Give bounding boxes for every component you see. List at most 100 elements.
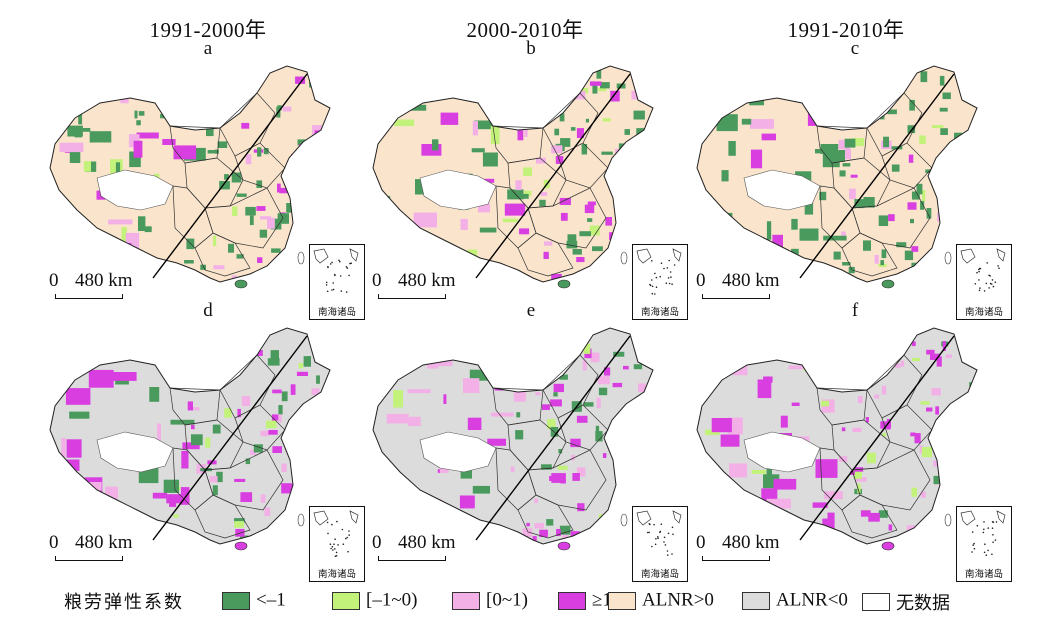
county-patch bbox=[882, 432, 887, 437]
taiwan-island bbox=[944, 251, 952, 265]
map-panel-b: b 0 480 km 南海诸岛 bbox=[368, 38, 688, 320]
county-patch bbox=[216, 471, 223, 483]
county-patch bbox=[633, 110, 645, 120]
county-patch bbox=[205, 437, 211, 448]
county-patch bbox=[267, 358, 280, 366]
county-patch bbox=[481, 359, 496, 363]
county-patch bbox=[482, 152, 498, 167]
county-patch bbox=[612, 382, 623, 388]
inset-label: 南海诸岛 bbox=[640, 569, 679, 580]
county-patch bbox=[583, 402, 594, 407]
county-patch bbox=[517, 130, 524, 141]
county-patch bbox=[502, 218, 518, 223]
county-patch bbox=[176, 372, 192, 376]
county-patch bbox=[157, 71, 180, 88]
county-patch bbox=[214, 114, 218, 125]
county-patch bbox=[857, 483, 861, 494]
county-patch bbox=[311, 457, 320, 462]
county-patch bbox=[940, 128, 948, 135]
county-patch bbox=[160, 95, 179, 102]
county-patch bbox=[300, 454, 310, 460]
county-patch bbox=[115, 162, 121, 176]
county-patch bbox=[788, 365, 811, 370]
scale-distance: 480 km bbox=[722, 270, 780, 291]
taiwan-island bbox=[297, 513, 305, 527]
county-patch bbox=[524, 128, 528, 137]
county-patch bbox=[916, 183, 923, 195]
county-patch bbox=[231, 172, 242, 183]
scale-bar: 0 480 km bbox=[49, 270, 159, 300]
county-patch bbox=[723, 513, 730, 520]
county-patch bbox=[842, 163, 851, 167]
county-patch bbox=[136, 132, 159, 139]
county-patch bbox=[186, 117, 191, 126]
taiwan-island bbox=[944, 513, 952, 527]
county-patch bbox=[942, 92, 951, 100]
county-patch bbox=[259, 216, 272, 220]
legend-item-lt-neg1: <–1 bbox=[222, 589, 286, 613]
county-patch bbox=[766, 498, 791, 509]
county-patch bbox=[931, 388, 941, 396]
county-patch bbox=[314, 217, 324, 229]
county-patch bbox=[297, 496, 310, 503]
map-panel-a: a 0 480 km 南海诸岛 bbox=[45, 38, 365, 320]
county-patch bbox=[878, 352, 890, 357]
county-patch bbox=[162, 139, 176, 145]
county-patch bbox=[134, 110, 138, 119]
county-patch bbox=[926, 208, 932, 219]
county-patch bbox=[503, 359, 519, 378]
county-patch bbox=[866, 452, 876, 464]
county-patch bbox=[469, 369, 490, 381]
county-patch bbox=[513, 391, 526, 402]
county-patch bbox=[919, 135, 926, 144]
county-patch bbox=[799, 228, 819, 241]
province-boundary bbox=[194, 232, 251, 277]
county-patch bbox=[307, 425, 317, 432]
county-patch bbox=[305, 191, 311, 202]
county-patch bbox=[919, 445, 924, 454]
scale-zero: 0 bbox=[696, 532, 706, 553]
county-patch bbox=[907, 202, 917, 210]
county-patch bbox=[549, 475, 560, 481]
inset-map bbox=[313, 248, 359, 293]
hu-line bbox=[799, 335, 955, 541]
legend-item-alnr-positive: ALNR>0 bbox=[608, 589, 714, 613]
county-patch bbox=[196, 382, 203, 392]
county-patch bbox=[260, 494, 266, 503]
county-patch bbox=[59, 142, 84, 153]
legend-swatch bbox=[222, 591, 250, 610]
county-patch bbox=[716, 215, 721, 228]
county-patch bbox=[421, 234, 436, 239]
county-patch bbox=[217, 141, 228, 148]
county-patch bbox=[413, 212, 437, 228]
county-patch bbox=[407, 389, 431, 394]
county-patch bbox=[845, 79, 852, 86]
county-patch bbox=[592, 246, 603, 252]
hainan-island bbox=[881, 279, 895, 289]
county-patch bbox=[888, 524, 893, 531]
county-patch bbox=[267, 217, 275, 229]
county-patch bbox=[235, 529, 245, 537]
scale-line bbox=[378, 294, 446, 299]
county-patch bbox=[467, 249, 478, 261]
china-map bbox=[372, 65, 654, 289]
county-patch bbox=[772, 234, 783, 254]
county-patch bbox=[554, 128, 560, 136]
no-data-region bbox=[419, 431, 497, 473]
county-patch bbox=[911, 357, 920, 362]
county-patch bbox=[835, 535, 842, 543]
county-patch bbox=[472, 121, 478, 136]
county-patch bbox=[318, 131, 324, 141]
county-patch bbox=[812, 502, 828, 508]
county-patch bbox=[863, 197, 875, 208]
china-map bbox=[49, 327, 331, 551]
county-patch bbox=[169, 495, 177, 507]
county-patch bbox=[576, 128, 584, 138]
county-patch bbox=[293, 478, 300, 489]
province-boundary bbox=[517, 232, 574, 277]
county-patch bbox=[191, 425, 195, 430]
county-patch bbox=[604, 367, 611, 376]
county-patch bbox=[479, 227, 497, 233]
county-patch bbox=[566, 240, 578, 249]
legend-label: ALNR>0 bbox=[642, 589, 714, 611]
